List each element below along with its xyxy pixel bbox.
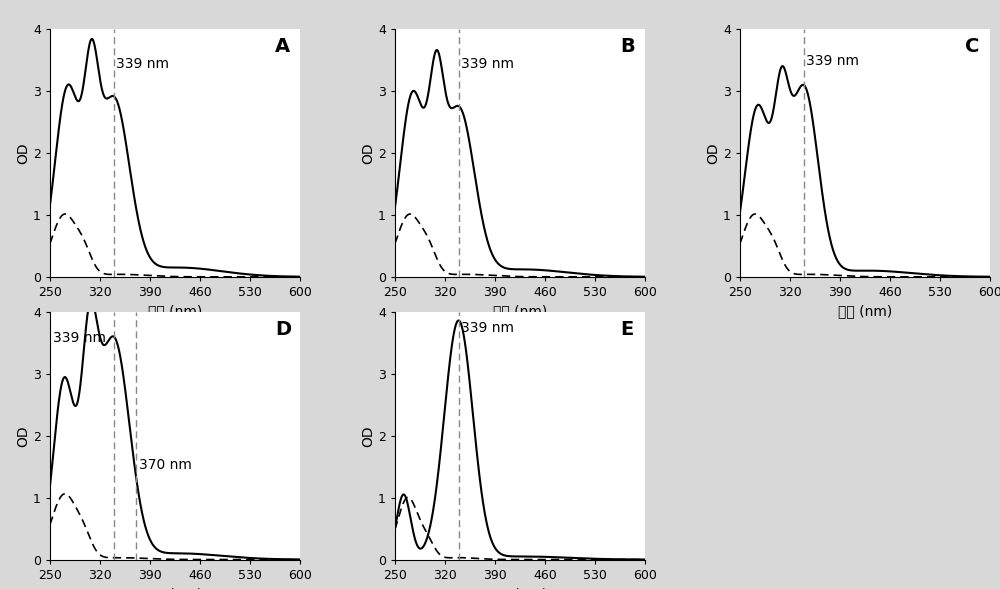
Text: A: A bbox=[275, 37, 290, 56]
X-axis label: 波长 (nm): 波长 (nm) bbox=[148, 587, 202, 589]
Text: E: E bbox=[620, 320, 633, 339]
Text: 339 nm: 339 nm bbox=[116, 57, 169, 71]
Y-axis label: OD: OD bbox=[361, 425, 375, 446]
Y-axis label: OD: OD bbox=[361, 143, 375, 164]
Text: 370 nm: 370 nm bbox=[139, 458, 191, 472]
X-axis label: 波长 (nm): 波长 (nm) bbox=[493, 305, 547, 319]
Y-axis label: OD: OD bbox=[16, 425, 30, 446]
Text: 339 nm: 339 nm bbox=[53, 331, 106, 345]
Text: 339 nm: 339 nm bbox=[461, 57, 514, 71]
Text: D: D bbox=[275, 320, 291, 339]
X-axis label: 波长 (nm): 波长 (nm) bbox=[148, 305, 202, 319]
Y-axis label: OD: OD bbox=[706, 143, 720, 164]
Text: C: C bbox=[965, 37, 979, 56]
Y-axis label: OD: OD bbox=[16, 143, 30, 164]
X-axis label: 波长 (nm): 波长 (nm) bbox=[493, 587, 547, 589]
Text: 339 nm: 339 nm bbox=[806, 54, 859, 68]
Text: B: B bbox=[620, 37, 635, 56]
X-axis label: 波长 (nm): 波长 (nm) bbox=[838, 305, 892, 319]
Text: 339 nm: 339 nm bbox=[461, 322, 514, 336]
